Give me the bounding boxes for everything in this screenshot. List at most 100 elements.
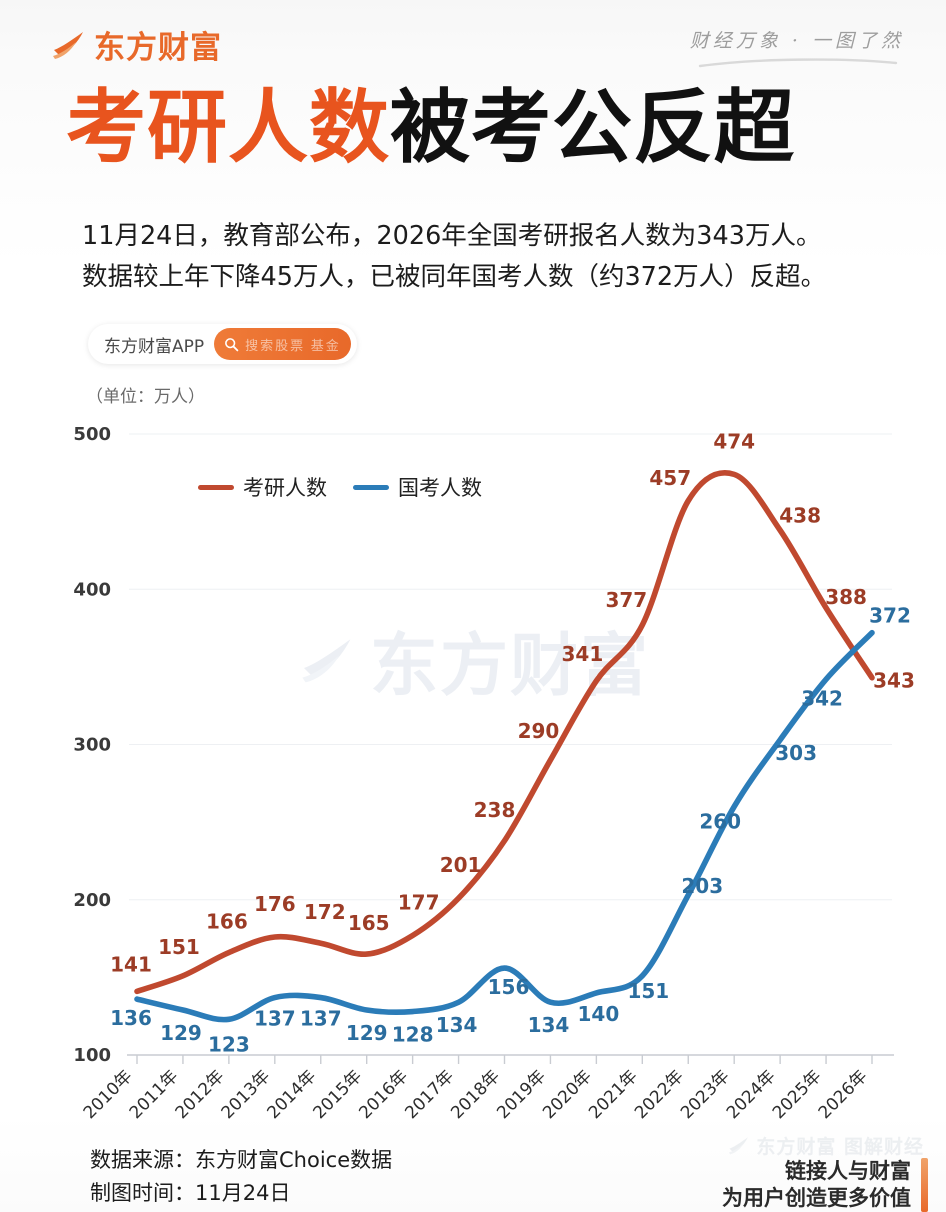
x-axis-tick-label: 2026年 <box>815 1066 872 1123</box>
footer-slogan-bar <box>921 1158 928 1212</box>
legend-label-guokao: 国考人数 <box>398 476 482 500</box>
x-axis-tick-label: 2022年 <box>631 1066 688 1123</box>
data-label-kaoyan: 238 <box>474 798 516 822</box>
footer-slogan-line-2: 为用户创造更多价值 <box>722 1185 911 1210</box>
data-label-guokao: 372 <box>869 604 911 628</box>
x-axis-tick-label: 2011年 <box>126 1066 183 1123</box>
data-label-kaoyan: 474 <box>713 429 755 453</box>
footer-source: 数据来源：东方财富Choice数据 <box>90 1148 393 1172</box>
app-search-button[interactable]: 搜索股票 基金 <box>214 328 351 360</box>
data-label-guokao: 137 <box>254 1007 296 1031</box>
data-label-guokao: 128 <box>392 1023 434 1047</box>
x-axis-tick-label: 2025年 <box>769 1066 826 1123</box>
tagline-swash-icon <box>698 58 898 68</box>
data-label-kaoyan: 177 <box>398 890 440 914</box>
data-label-guokao: 156 <box>488 975 530 999</box>
app-promo-pill[interactable]: 东方财富APP 搜索股票 基金 <box>88 324 357 364</box>
x-axis-tick-label: 2023年 <box>677 1066 734 1123</box>
page-title-highlight: 考研人数 <box>66 81 390 174</box>
data-label-kaoyan: 172 <box>304 900 346 924</box>
chart-watermark-text: 东方财富 <box>370 627 651 706</box>
x-axis-tick-label: 2024年 <box>723 1066 780 1123</box>
x-axis-tick-label: 2017年 <box>401 1066 458 1123</box>
lede-line-2: 数据较上年下降45万人，已被同年国考人数（约372万人）反超。 <box>82 262 827 293</box>
data-label-guokao: 140 <box>578 1002 620 1026</box>
line-chart-plot: 100 200 300 400 500 2010年2011年2012年2013年2014年… <box>73 424 915 1123</box>
lede-line-1: 11月24日，教育部公布，2026年全国考研报名人数为343万人。 <box>82 221 822 251</box>
data-label-guokao: 260 <box>699 810 741 834</box>
eastmoney-logo-icon <box>729 1137 749 1155</box>
legend-swatch-kaoyan <box>198 484 234 490</box>
x-axis-tick-label: 2012年 <box>172 1066 229 1123</box>
x-axis-tick-label: 2018年 <box>447 1066 504 1123</box>
data-label-kaoyan: 201 <box>440 853 482 877</box>
data-label-guokao: 134 <box>436 1013 478 1037</box>
x-axis-tick-label: 2016年 <box>355 1066 412 1123</box>
page-title-rest: 被考公反超 <box>390 81 795 174</box>
legend-item-guokao[interactable]: 国考人数 <box>353 472 482 502</box>
brand-name: 东方财富 <box>94 30 222 66</box>
data-label-kaoyan: 341 <box>562 642 604 666</box>
y-axis-tick-label: 400 <box>73 579 111 600</box>
legend-item-kaoyan[interactable]: 考研人数 <box>198 472 327 502</box>
data-label-guokao: 303 <box>775 741 817 765</box>
x-axis-tick-label: 2014年 <box>264 1066 321 1123</box>
data-label-guokao: 123 <box>208 1032 250 1056</box>
app-search-placeholder: 搜索股票 基金 <box>245 337 341 353</box>
x-axis-tick-label: 2021年 <box>585 1066 642 1123</box>
footer-watermark-text: 东方财富 图解财经 <box>756 1136 924 1158</box>
data-label-guokao: 129 <box>346 1021 388 1045</box>
footer-slogan: 链接人与财富 为用户创造更多价值 <box>722 1158 928 1212</box>
data-label-kaoyan: 388 <box>825 585 867 609</box>
eastmoney-logo-icon <box>53 31 83 59</box>
data-label-kaoyan: 343 <box>873 669 915 693</box>
eastmoney-logo-icon <box>302 638 351 682</box>
lede-paragraph: 11月24日，教育部公布，2026年全国考研报名人数为343万人。 数据较上年下… <box>82 216 902 299</box>
legend-label-kaoyan: 考研人数 <box>243 476 327 500</box>
footer-slogan-line-1: 链接人与财富 <box>785 1159 911 1183</box>
data-label-guokao: 129 <box>160 1021 202 1045</box>
search-icon <box>225 337 239 351</box>
x-axis-tick-label: 2019年 <box>493 1066 550 1123</box>
data-label-guokao: 134 <box>528 1013 570 1037</box>
footer-watermark: 东方财富 图解财经 <box>728 1132 924 1159</box>
chart-legend: 考研人数 国考人数 <box>198 472 482 502</box>
legend-swatch-guokao <box>353 484 389 490</box>
header-tagline: 财经万象 · 一图了然 <box>689 30 904 52</box>
chart-container: （单位：万人） 东方财富 100 200 300 400 500 2010年 2011年 20… <box>0 382 946 1142</box>
data-label-kaoyan: 290 <box>518 719 560 743</box>
app-promo-label: 东方财富APP <box>104 336 205 357</box>
header: 东方财富 财经万象 · 一图了然 <box>0 0 946 78</box>
y-axis-tick-label: 300 <box>73 735 111 756</box>
x-axis-tick-label: 2015年 <box>309 1066 366 1123</box>
chart-watermark: 东方财富 <box>300 610 650 709</box>
brand-logo: 东方财富 <box>52 22 222 67</box>
data-label-kaoyan: 141 <box>110 952 152 976</box>
x-axis-tick-label: 2013年 <box>218 1066 275 1123</box>
chart-unit-label: （单位：万人） <box>86 387 205 407</box>
data-label-guokao: 136 <box>110 1006 152 1030</box>
series-line-kaoyan <box>134 470 875 995</box>
data-label-kaoyan: 438 <box>779 503 821 527</box>
data-label-kaoyan: 151 <box>158 935 200 959</box>
data-label-guokao: 137 <box>300 1007 342 1031</box>
data-label-kaoyan: 166 <box>206 910 248 934</box>
data-label-kaoyan: 176 <box>254 892 296 916</box>
y-axis-tick-label: 100 <box>73 1045 111 1066</box>
data-label-guokao: 342 <box>801 686 843 710</box>
data-label-kaoyan: 165 <box>348 911 390 935</box>
y-axis-tick-label: 200 <box>73 890 111 911</box>
series-line-guokao <box>134 629 875 1023</box>
data-label-guokao: 203 <box>681 874 723 898</box>
data-label-guokao: 151 <box>627 979 669 1003</box>
footer-source-block: 数据来源：东方财富Choice数据 制图时间：11月24日 <box>90 1144 392 1209</box>
footer-chart-time: 制图时间：11月24日 <box>90 1180 291 1205</box>
y-axis-tick-label: 500 <box>73 424 111 445</box>
x-axis-tick-label: 2010年 <box>80 1066 137 1123</box>
footer-slogan-lines: 链接人与财富 为用户创造更多价值 <box>722 1158 921 1212</box>
data-label-kaoyan: 377 <box>605 588 647 612</box>
x-axis-tick-label: 2020年 <box>539 1066 596 1123</box>
page-title: 考研人数被考公反超 <box>66 82 795 174</box>
data-label-kaoyan: 457 <box>649 466 691 490</box>
